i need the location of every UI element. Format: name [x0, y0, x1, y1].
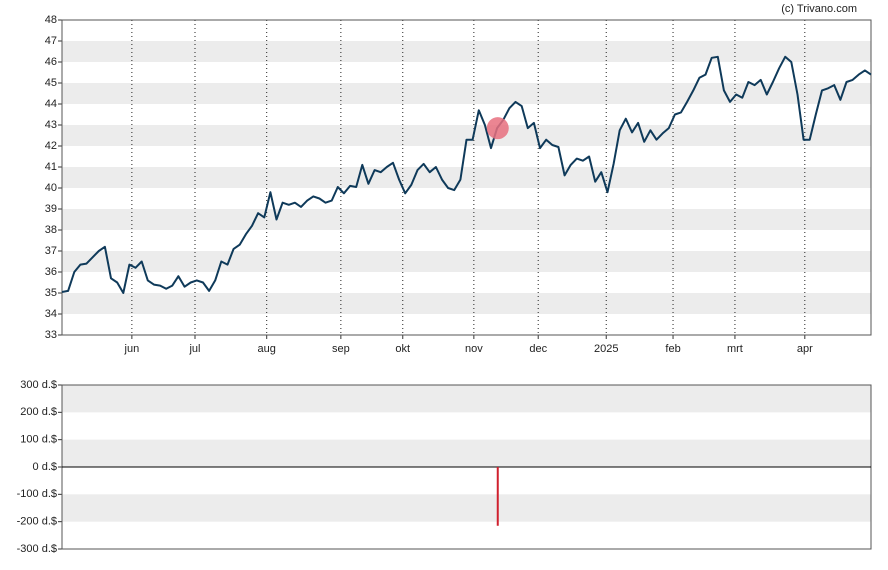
x-tick-label: 2025: [594, 343, 618, 355]
y-tick-label: 45: [45, 77, 57, 89]
y-tick-label: 40: [45, 182, 57, 194]
y-tick-label: 44: [45, 98, 57, 110]
grid-band: [62, 439, 871, 467]
y-tick-label: 100 d.$: [20, 434, 57, 446]
grid-band: [62, 83, 871, 104]
grid-band: [62, 251, 871, 272]
x-tick-label: aug: [258, 343, 276, 355]
x-tick-label: apr: [797, 343, 813, 355]
bar: [496, 467, 499, 526]
y-tick-label: 300 d.$: [20, 379, 57, 391]
y-tick-label: 41: [45, 161, 57, 173]
y-tick-label: 35: [45, 287, 57, 299]
y-tick-label: 46: [45, 56, 57, 68]
x-tick-label: jun: [124, 343, 140, 355]
price-line: [61, 55, 872, 294]
x-tick-label: nov: [465, 343, 483, 355]
x-tick-label: sep: [332, 343, 350, 355]
y-tick-label: 43: [45, 119, 57, 131]
grid-band: [62, 209, 871, 230]
y-tick-label: 39: [45, 203, 57, 215]
grid-band: [62, 385, 871, 413]
x-tick-label: okt: [395, 343, 410, 355]
y-tick-label: 48: [45, 14, 57, 26]
x-tick-label: feb: [665, 343, 680, 355]
x-tick-label: dec: [529, 343, 547, 355]
y-tick-label: 34: [45, 308, 57, 320]
x-tick-label: mrt: [727, 343, 743, 355]
y-tick-label: -200 d.$: [17, 516, 57, 528]
y-tick-label: 200 d.$: [20, 406, 57, 418]
y-tick-label: 47: [45, 35, 57, 47]
plot-frame: [61, 19, 872, 336]
y-tick-label: -300 d.$: [17, 543, 57, 555]
y-tick-label: 37: [45, 245, 57, 257]
y-tick-label: 38: [45, 224, 57, 236]
y-tick-label: 36: [45, 266, 57, 278]
y-tick-label: 0 d.$: [33, 461, 57, 473]
grid-band: [62, 125, 871, 146]
x-tick-label: jul: [188, 343, 200, 355]
y-tick-label: 42: [45, 140, 57, 152]
credit: (c) Trivano.com: [781, 3, 857, 15]
grid-band: [62, 41, 871, 62]
grid-band: [62, 494, 871, 522]
trade-marker: [486, 117, 509, 140]
grid-band: [62, 167, 871, 188]
y-tick-label: -100 d.$: [17, 488, 57, 500]
grid-band: [62, 293, 871, 314]
y-tick-label: 33: [45, 329, 57, 341]
